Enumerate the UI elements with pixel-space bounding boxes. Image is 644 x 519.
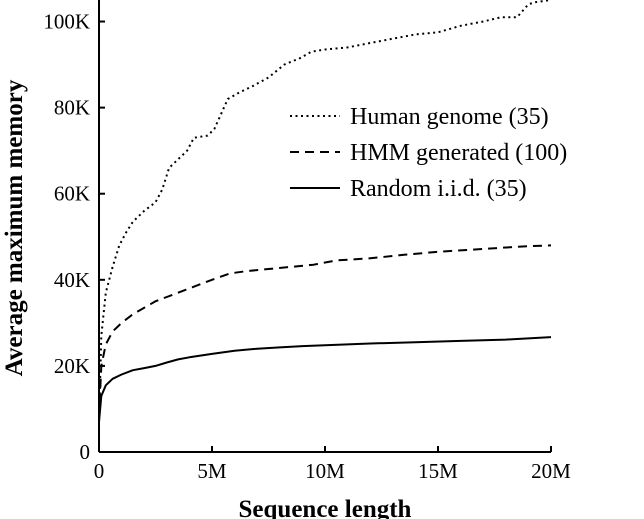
- y-tick-label: 100K: [43, 10, 90, 34]
- series-line-3: [98, 336, 552, 422]
- x-tick-label: 10M: [305, 459, 345, 483]
- x-tick-label: 15M: [418, 459, 458, 483]
- legend: Human genome (35) HMM generated (100) Rand…: [290, 104, 567, 202]
- y-axis-title: Average maximum memory: [1, 79, 28, 376]
- legend-label-3: Random i.i.d. (35): [350, 176, 527, 202]
- y-tick-label: 60K: [54, 182, 90, 206]
- y-tick-label: 0: [80, 440, 91, 464]
- series-layer: [98, 0, 552, 422]
- y-tick-label: 80K: [54, 96, 90, 120]
- x-tick-label: 0: [94, 459, 105, 483]
- series-line-2: [98, 244, 552, 418]
- x-tick-label: 20M: [531, 459, 571, 483]
- series-line-1: [98, 0, 552, 422]
- y-tick-label: 20K: [54, 354, 90, 378]
- y-tick-label: 40K: [54, 268, 90, 292]
- x-axis-title: Sequence length: [239, 496, 412, 519]
- ticks: 0 5M 10M 15M 20M 0 20K 40K 60K 80K 100K: [43, 10, 571, 483]
- legend-label-2: HMM generated (100): [350, 140, 567, 166]
- axes: [98, 0, 551, 453]
- x-tick-label: 5M: [197, 459, 227, 483]
- legend-label-1: Human genome (35): [350, 104, 549, 130]
